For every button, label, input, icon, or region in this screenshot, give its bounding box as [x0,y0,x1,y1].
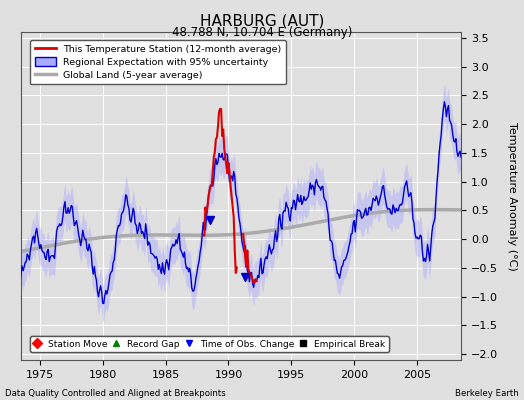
Y-axis label: Temperature Anomaly (°C): Temperature Anomaly (°C) [507,122,517,270]
Text: HARBURG (AUT): HARBURG (AUT) [200,14,324,29]
Text: Berkeley Earth: Berkeley Earth [455,389,519,398]
Legend: Station Move, Record Gap, Time of Obs. Change, Empirical Break: Station Move, Record Gap, Time of Obs. C… [30,336,389,352]
Text: 48.788 N, 10.704 E (Germany): 48.788 N, 10.704 E (Germany) [172,26,352,39]
Text: Data Quality Controlled and Aligned at Breakpoints: Data Quality Controlled and Aligned at B… [5,389,226,398]
